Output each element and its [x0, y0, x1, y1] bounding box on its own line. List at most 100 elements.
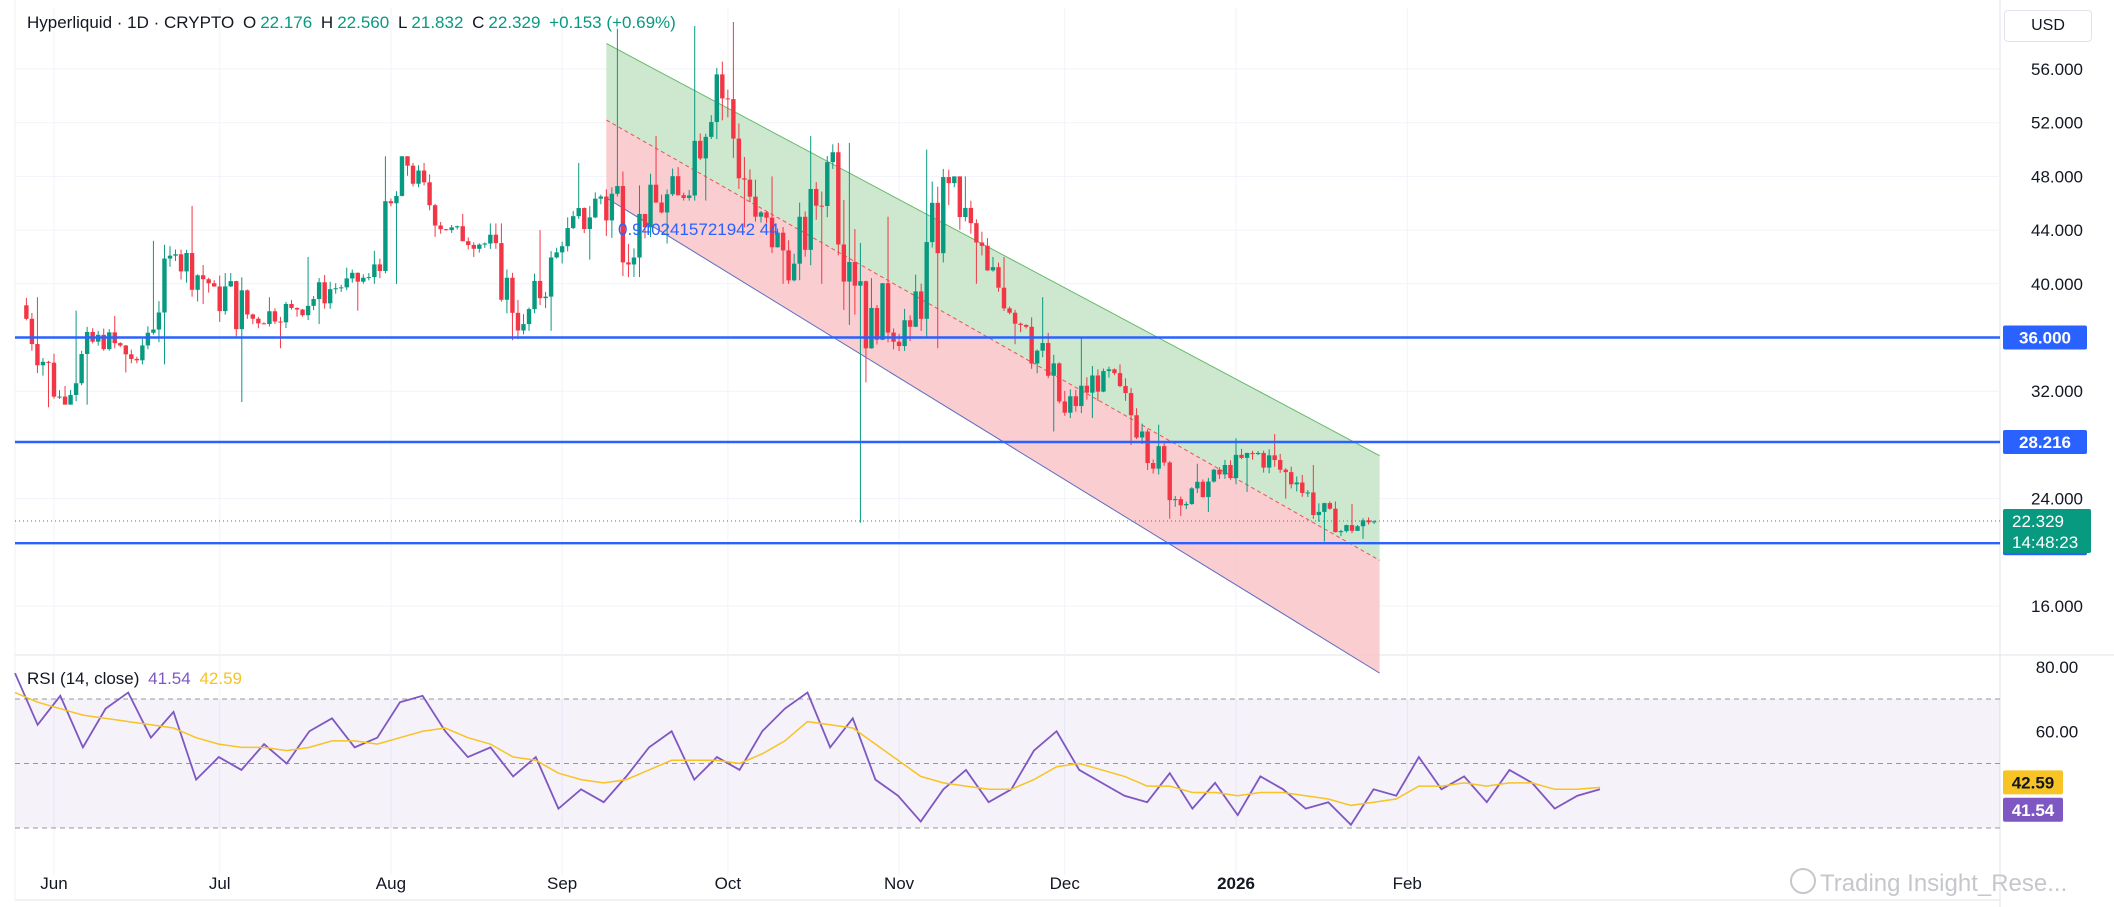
candle-body	[902, 320, 907, 347]
candle-body	[101, 334, 106, 350]
price-tick-label: 44.000	[2031, 221, 2083, 240]
high-label: H	[320, 13, 334, 32]
candle-body	[1371, 521, 1377, 523]
candle-body	[637, 213, 642, 258]
rsi-value-label: 41.54	[2012, 801, 2055, 820]
candle-body	[1289, 472, 1294, 485]
rsi-title[interactable]: RSI (14, close)	[27, 669, 140, 688]
channel-upper-zone	[606, 43, 1380, 561]
symbol-title[interactable]: Hyperliquid · 1D · CRYPTO	[27, 13, 235, 32]
low-label: L	[397, 13, 408, 32]
candle-body	[40, 361, 46, 366]
time-tick-label: Feb	[1393, 874, 1422, 893]
candle-body	[1139, 431, 1145, 438]
candle-body	[134, 358, 140, 361]
candle-body	[1305, 492, 1311, 494]
currency-button[interactable]: USD	[2004, 10, 2092, 42]
candle-body	[593, 198, 598, 218]
candle-body	[1283, 469, 1288, 473]
candle-body	[305, 305, 311, 316]
candle-body	[1300, 482, 1305, 493]
candle-body	[1123, 386, 1128, 394]
candle-body	[316, 282, 322, 300]
candle-body	[1349, 525, 1355, 531]
open-value: 22.176	[260, 13, 313, 32]
candle-body	[167, 255, 173, 259]
candle-body	[731, 99, 736, 139]
price-tick-label: 48.000	[2031, 167, 2083, 186]
candle-body	[990, 267, 996, 271]
candle-body	[974, 223, 979, 243]
time-tick-label: Jun	[40, 874, 67, 893]
price-tick-label: 16.000	[2031, 597, 2083, 616]
time-tick-label: Oct	[715, 874, 742, 893]
candle-body	[714, 74, 720, 123]
candle-body	[1294, 482, 1299, 485]
candle-body	[1161, 446, 1167, 463]
candle-body	[482, 243, 488, 245]
level-price-tag	[2003, 430, 2087, 455]
candle-body	[957, 176, 963, 218]
candle-body	[339, 287, 344, 289]
candle-body	[410, 165, 416, 184]
candle-body	[797, 216, 802, 264]
candle-body	[1211, 469, 1217, 482]
candle-body	[399, 156, 405, 196]
candle-body	[1090, 375, 1095, 393]
candle-body	[372, 264, 377, 278]
candle-body	[267, 311, 272, 324]
candle-body	[1322, 503, 1327, 512]
rsi-tick-label: 80.00	[2036, 658, 2079, 677]
candle-body	[930, 202, 935, 243]
candle-body	[184, 253, 189, 272]
candle-body	[1068, 396, 1073, 413]
close-value: 22.329	[488, 13, 541, 32]
candle-body	[471, 244, 476, 249]
candle-body	[217, 286, 222, 312]
candle-body	[173, 254, 178, 256]
candle-body	[211, 283, 217, 287]
rsi-ma-value: 42.59	[199, 669, 242, 688]
candle-body	[1200, 481, 1206, 498]
candle-body	[736, 138, 742, 179]
candle-body	[968, 207, 974, 224]
candle-body	[405, 156, 410, 166]
candle-body	[808, 188, 813, 250]
price-tick-label: 56.000	[2031, 60, 2083, 79]
candle-body	[1018, 323, 1023, 325]
candle-body	[300, 309, 305, 316]
candle-body	[1034, 350, 1040, 364]
candle-body	[510, 277, 515, 313]
candle-body	[1239, 454, 1244, 458]
candle-body	[388, 201, 394, 204]
rsi-value: 41.54	[148, 669, 191, 688]
candle-body	[145, 332, 151, 346]
candle-body	[123, 345, 129, 355]
candle-body	[151, 329, 156, 333]
candle-body	[294, 307, 300, 310]
open-label: O	[242, 13, 257, 32]
candle-body	[1233, 454, 1239, 479]
watermark-text: Trading Insight_Rese...	[1820, 870, 2068, 897]
rsi-legend: RSI (14, close) 41.54 42.59	[27, 669, 246, 689]
candle-body	[631, 257, 637, 265]
candle-body	[504, 277, 510, 300]
candle-body	[963, 207, 968, 218]
candle-body	[327, 289, 333, 304]
candle-body	[941, 177, 946, 254]
candle-body	[554, 252, 559, 258]
candle-body	[394, 195, 399, 204]
candle-body	[543, 296, 548, 299]
candle-body	[1051, 363, 1056, 376]
candle-body	[1079, 385, 1084, 407]
low-value: 21.832	[411, 13, 464, 32]
candle-body	[333, 288, 338, 290]
candle-body	[952, 176, 957, 184]
level-price-tag	[2003, 325, 2087, 350]
candle-body	[488, 234, 493, 244]
candle-body	[896, 341, 902, 347]
high-value: 22.560	[337, 13, 390, 32]
